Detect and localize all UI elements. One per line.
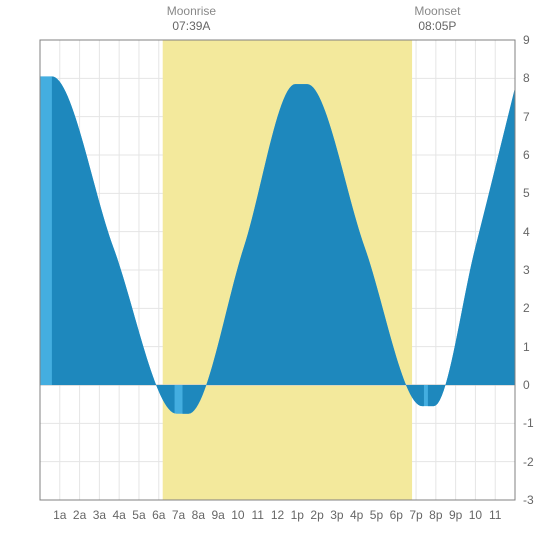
y-axis-tick: 2 — [523, 301, 530, 315]
moonrise-time: 07:39A — [172, 19, 210, 34]
x-axis-tick: 9p — [449, 508, 462, 522]
y-axis-tick: 6 — [523, 148, 530, 162]
moonset-label: Moonset — [414, 4, 460, 19]
x-axis-tick: 10 — [231, 508, 244, 522]
y-axis-tick: 9 — [523, 33, 530, 47]
y-axis-tick: 5 — [523, 186, 530, 200]
y-axis-tick: 8 — [523, 71, 530, 85]
x-axis-tick: 8a — [192, 508, 205, 522]
x-axis-tick: 5p — [370, 508, 383, 522]
y-axis-tick: 0 — [523, 378, 530, 392]
y-axis-tick: -2 — [523, 455, 534, 469]
y-axis-tick: 1 — [523, 340, 530, 354]
x-axis-tick: 2a — [73, 508, 86, 522]
x-axis-tick: 7p — [409, 508, 422, 522]
y-axis-tick: 7 — [523, 110, 530, 124]
x-axis-tick: 3a — [93, 508, 106, 522]
moonrise-label: Moonrise — [167, 4, 216, 19]
x-axis-tick: 2p — [310, 508, 323, 522]
moonrise-annotation: Moonrise07:39A — [167, 4, 216, 34]
x-axis-tick: 1p — [291, 508, 304, 522]
x-axis-tick: 5a — [132, 508, 145, 522]
x-axis-tick: 1a — [53, 508, 66, 522]
x-axis-tick: 12 — [271, 508, 284, 522]
x-axis-tick: 4p — [350, 508, 363, 522]
y-axis-tick: 3 — [523, 263, 530, 277]
x-axis-tick: 6a — [152, 508, 165, 522]
x-axis-tick: 11 — [251, 508, 263, 522]
x-axis-tick: 8p — [429, 508, 442, 522]
y-axis-tick: 4 — [523, 225, 530, 239]
y-axis-tick: -1 — [523, 416, 534, 430]
moonset-annotation: Moonset08:05P — [414, 4, 460, 34]
x-axis-tick: 3p — [330, 508, 343, 522]
x-axis-tick: 7a — [172, 508, 185, 522]
x-axis-tick: 4a — [112, 508, 125, 522]
chart-svg — [0, 0, 550, 550]
tide-chart: 1a2a3a4a5a6a7a8a9a1011121p2p3p4p5p6p7p8p… — [0, 0, 550, 550]
x-axis-tick: 9a — [211, 508, 224, 522]
x-axis-tick: 11 — [489, 508, 501, 522]
y-axis-tick: -3 — [523, 493, 534, 507]
x-axis-tick: 6p — [390, 508, 403, 522]
x-axis-tick: 10 — [469, 508, 482, 522]
moonset-time: 08:05P — [418, 19, 456, 34]
